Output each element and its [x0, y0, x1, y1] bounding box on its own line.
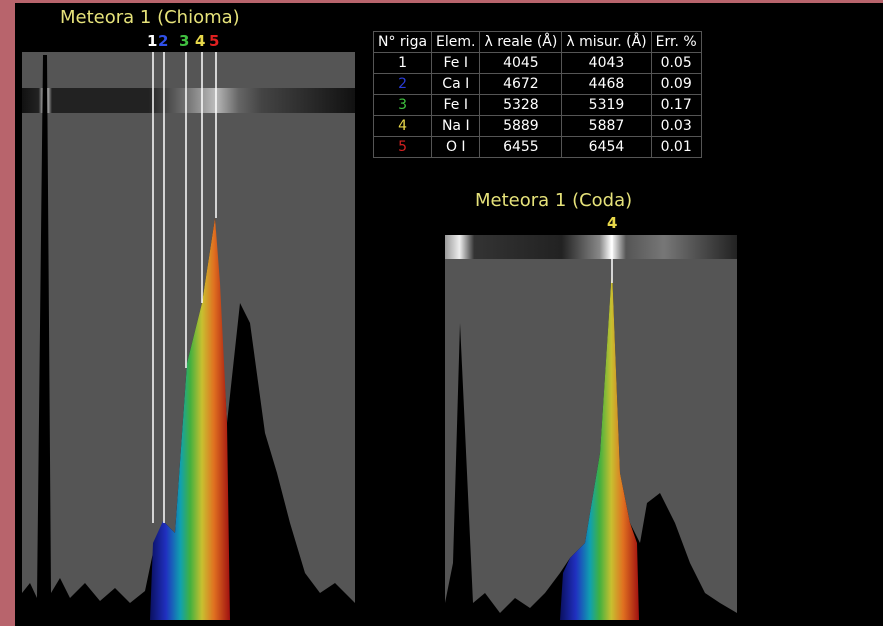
panel-title: Meteora 1 (Coda)	[475, 190, 632, 211]
table-cell: Na I	[432, 116, 480, 137]
table-cell: 5887	[562, 116, 651, 137]
line-label: 1	[147, 32, 157, 50]
table-cell: 5	[374, 137, 432, 158]
table-cell: O I	[432, 137, 480, 158]
table-cell: 1	[374, 53, 432, 74]
table-cell: 2	[374, 74, 432, 95]
line-label: 3	[179, 32, 189, 50]
table-cell: 5889	[480, 116, 562, 137]
line-label: 4	[195, 32, 205, 50]
table-cell: 0.05	[651, 53, 701, 74]
table-cell: 0.09	[651, 74, 701, 95]
spectrum-strip	[22, 88, 355, 113]
spectrum-strip	[445, 235, 737, 259]
line-label: 5	[209, 32, 219, 50]
table-cell: 4672	[480, 74, 562, 95]
table-cell: 0.01	[651, 137, 701, 158]
header-cell: Elem.	[432, 32, 480, 53]
line-label: 4	[607, 214, 617, 232]
table-cell: 6454	[562, 137, 651, 158]
page: {"left_panel": {"title": "Meteora 1 (Chi…	[0, 0, 883, 626]
table-cell: Ca I	[432, 74, 480, 95]
table-cell: 6455	[480, 137, 562, 158]
table-cell: 4468	[562, 74, 651, 95]
table-cell: 5328	[480, 95, 562, 116]
panel-title: Meteora 1 (Chioma)	[60, 7, 240, 28]
line-label: 2	[158, 32, 168, 50]
table-cell: 4045	[480, 53, 562, 74]
header-cell: λ misur. (Å)	[562, 32, 651, 53]
table-cell: 4043	[562, 53, 651, 74]
table-cell: 4	[374, 116, 432, 137]
header-cell: λ reale (Å)	[480, 32, 562, 53]
header-cell: Err. %	[651, 32, 701, 53]
table-cell: 5319	[562, 95, 651, 116]
table-cell: Fe I	[432, 53, 480, 74]
table-cell: 0.17	[651, 95, 701, 116]
stage: Meteora 1 (Chioma) 1 2 3 4 5 Meteora 1 (…	[15, 3, 883, 626]
header-cell: N° riga	[374, 32, 432, 53]
table-cell: 3	[374, 95, 432, 116]
table-cell: Fe I	[432, 95, 480, 116]
table-cell: 0.03	[651, 116, 701, 137]
